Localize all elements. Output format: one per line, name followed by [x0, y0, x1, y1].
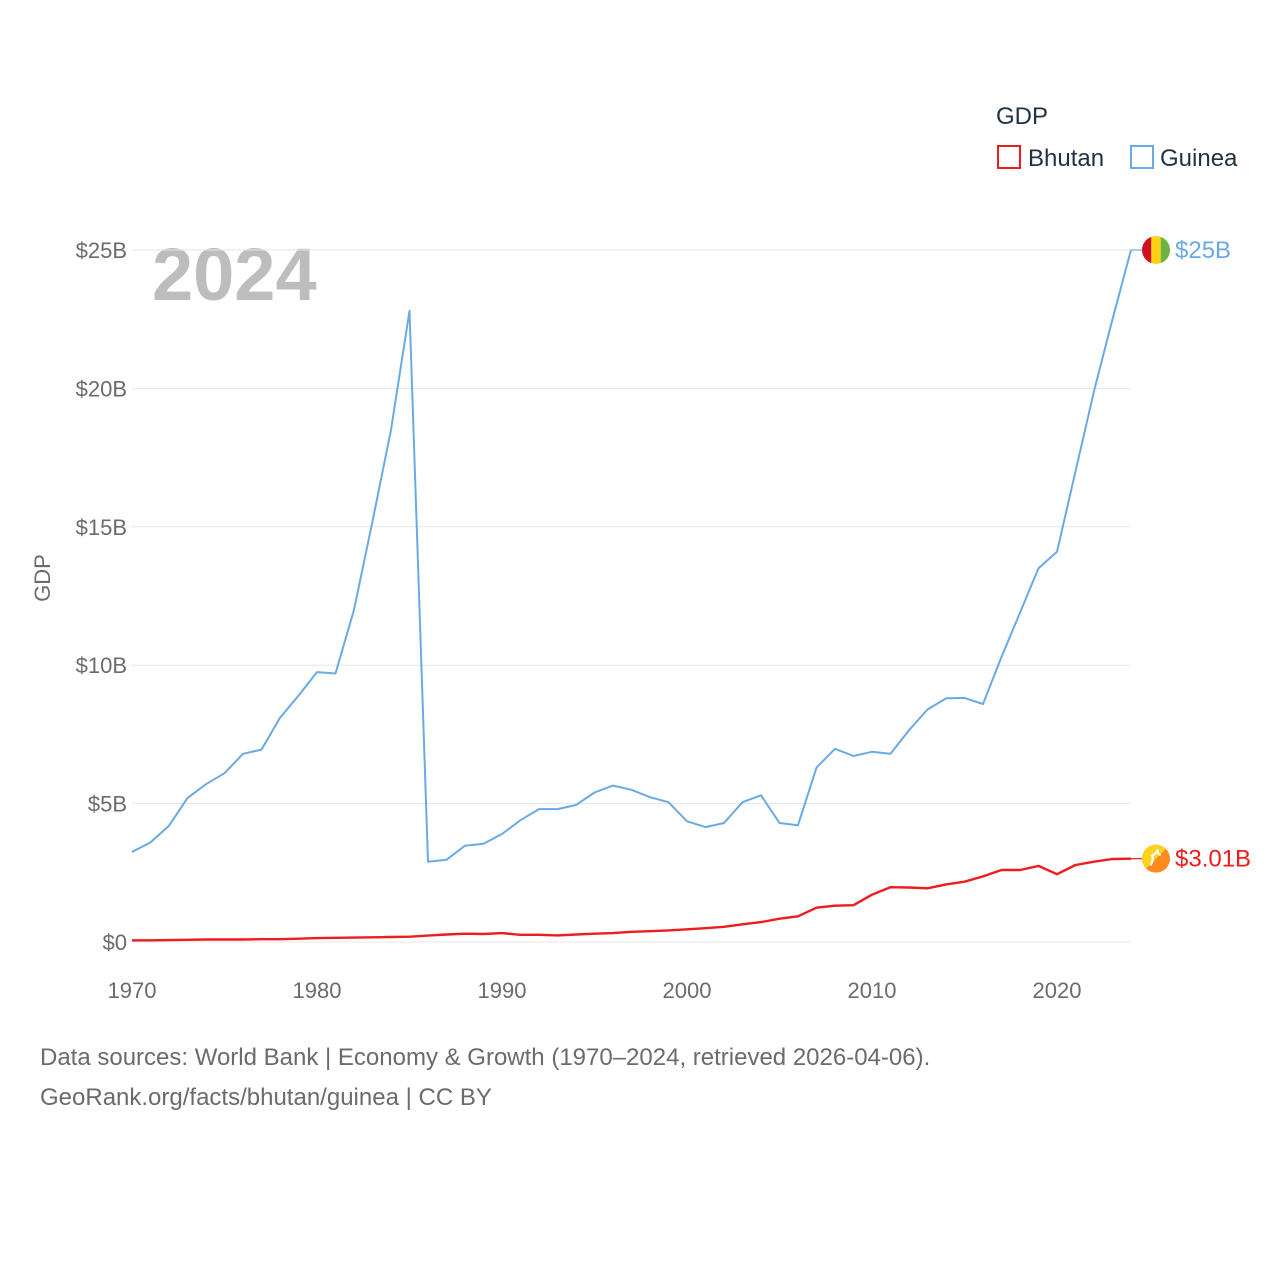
end-value-label-bhutan: $3.01B — [1175, 846, 1251, 873]
year-overlay: 2024 — [152, 233, 317, 316]
guinea-flag-icon — [1142, 236, 1170, 264]
x-tick-label: 2000 — [663, 978, 712, 1003]
end-value-label-guinea: $25B — [1175, 237, 1231, 264]
y-axis-title: GDP — [30, 554, 55, 602]
footer-sources: Data sources: World Bank | Economy & Gro… — [40, 1044, 931, 1071]
series-line-guinea[interactable] — [131, 249, 1132, 863]
legend-title: GDP — [996, 103, 1048, 130]
gdp-chart: GDP Bhutan Guinea GDP 2024 $0 $5B $10B $15B… — [30, 103, 1251, 1003]
series-lines — [131, 249, 1132, 942]
legend: GDP Bhutan Guinea — [996, 103, 1238, 172]
legend-swatch-guinea[interactable] — [1130, 145, 1154, 169]
x-axis-ticks: 1970 1980 1990 2000 2010 2020 — [108, 978, 1082, 1003]
y-tick-label: $20B — [76, 376, 127, 401]
x-tick-label: 2010 — [848, 978, 897, 1003]
x-tick-label: 1980 — [293, 978, 342, 1003]
y-tick-label: $15B — [76, 515, 127, 540]
legend-swatch-bhutan[interactable] — [997, 145, 1021, 169]
x-tick-label: 1990 — [478, 978, 527, 1003]
y-axis-ticks: $0 $5B $10B $15B $20B $25B — [76, 238, 127, 955]
y-tick-label: $5B — [88, 792, 127, 817]
x-tick-label: 2020 — [1033, 978, 1082, 1003]
y-tick-label: $10B — [76, 653, 127, 678]
y-tick-label: $0 — [103, 930, 127, 955]
legend-label-bhutan[interactable]: Bhutan — [1028, 145, 1104, 172]
series-end-labels: $3.01B $25B — [1131, 236, 1251, 873]
bhutan-flag-icon — [1142, 844, 1170, 873]
gridlines — [132, 249, 1131, 943]
x-tick-label: 1970 — [108, 978, 157, 1003]
legend-label-guinea[interactable]: Guinea — [1160, 145, 1238, 172]
footer-attribution[interactable]: GeoRank.org/facts/bhutan/guinea | CC BY — [40, 1084, 492, 1111]
y-tick-label: $25B — [76, 238, 127, 263]
series-line-bhutan[interactable] — [132, 857, 1132, 942]
